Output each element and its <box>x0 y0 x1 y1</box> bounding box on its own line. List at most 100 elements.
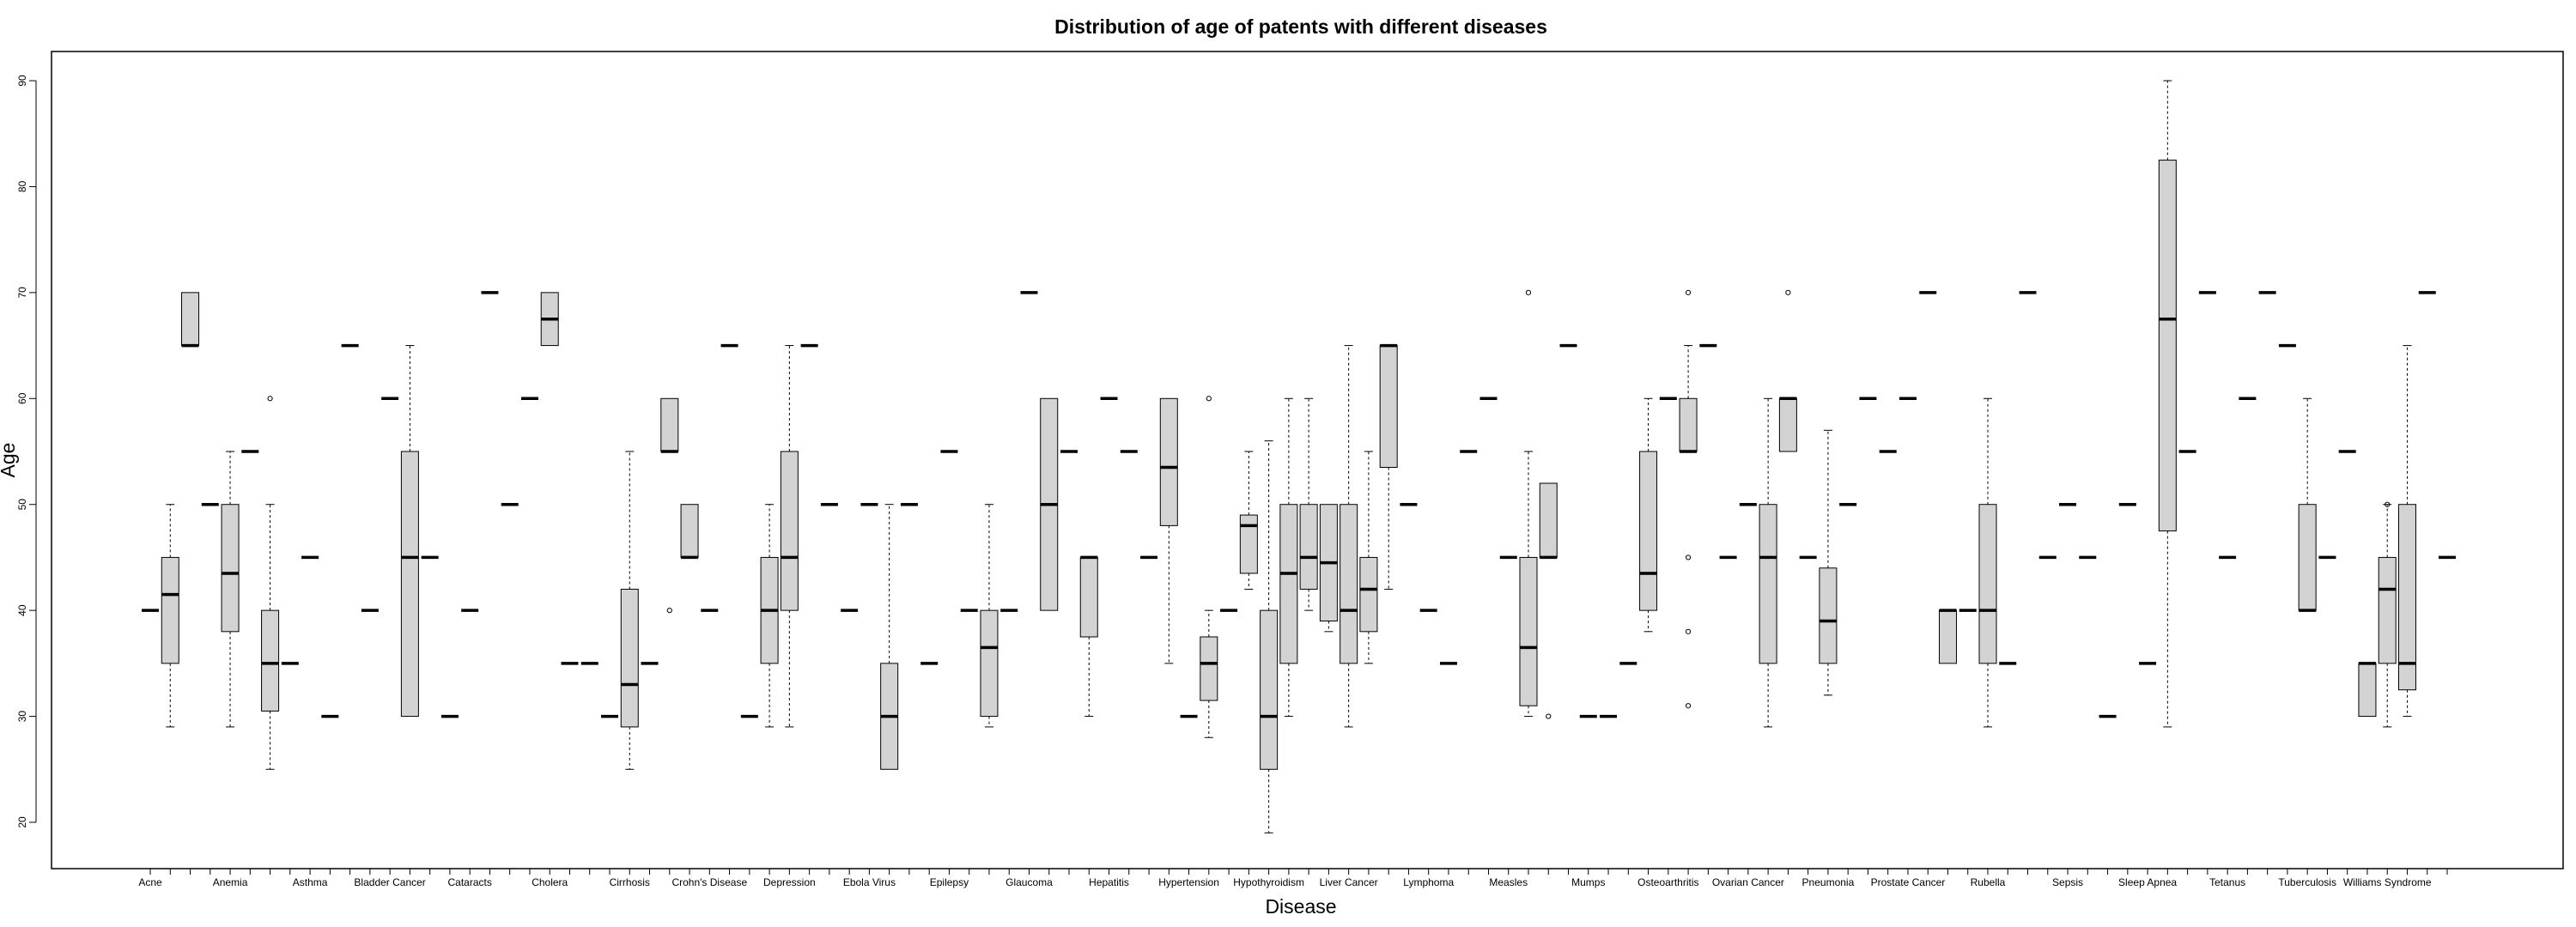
box-iqr <box>400 451 419 718</box>
x-tick-label: Depression <box>763 876 816 888</box>
x-tick-label: Glaucoma <box>1005 876 1053 888</box>
x-tick-label: Epilepsy <box>930 876 969 888</box>
outlier-point <box>1685 703 1692 709</box>
box-92 <box>1978 397 1997 728</box>
box-iqr <box>1340 504 1358 664</box>
x-tick-label: Asthma <box>293 876 328 888</box>
box-iqr <box>2378 556 2397 664</box>
x-tick-label: Anemia <box>213 876 248 888</box>
box-iqr <box>1978 504 1997 664</box>
x-tick-label: Crohn's Disease <box>671 876 747 888</box>
box-108 <box>2298 397 2317 612</box>
box-81 <box>1759 397 1777 728</box>
box-60 <box>1340 345 1358 728</box>
box-iqr <box>161 556 179 664</box>
box-6 <box>261 396 280 770</box>
box-iqr <box>620 588 639 728</box>
x-tick-label: Williams Syndrome <box>2343 876 2432 888</box>
x-tick-label: Lymphoma <box>1403 876 1454 888</box>
box-iqr <box>1260 609 1279 770</box>
x-tick-label: Rubella <box>1971 876 2006 888</box>
box-iqr <box>181 292 200 347</box>
outlier-point <box>1685 289 1692 295</box>
box-70 <box>1539 482 1558 719</box>
box-113 <box>2397 345 2416 718</box>
box-61 <box>1359 451 1378 664</box>
box-series <box>142 80 2456 833</box>
box-32 <box>780 345 799 728</box>
box-45 <box>1040 397 1059 611</box>
outlier-point <box>1525 289 1532 295</box>
y-tick-label: 70 <box>16 287 28 299</box>
x-tick-label: Sepsis <box>2052 876 2083 888</box>
x-tick-label: Ovarian Cancer <box>1712 876 1784 888</box>
box-77 <box>1679 289 1698 709</box>
box-iqr <box>2298 504 2317 611</box>
box-iqr <box>980 609 999 718</box>
x-tick-label: Ebola Virus <box>843 876 896 888</box>
box-90 <box>1938 609 1957 664</box>
outlier-point <box>267 396 273 402</box>
x-tick-label: Prostate Cancer <box>1871 876 1946 888</box>
box-27 <box>680 504 699 560</box>
box-37 <box>880 504 899 770</box>
outlier-point <box>1206 396 1212 402</box>
y-tick-label: 20 <box>16 816 28 828</box>
box-42 <box>980 504 999 728</box>
outlier-point <box>1685 628 1692 634</box>
box-31 <box>760 504 779 728</box>
box-47 <box>1079 555 1098 718</box>
outlier-point <box>1785 289 1791 295</box>
box-iqr <box>2397 504 2416 691</box>
box-iqr <box>1379 345 1398 469</box>
box-51 <box>1159 397 1178 664</box>
box-iqr <box>1938 609 1957 664</box>
outlier-point <box>1546 713 1552 719</box>
y-tick-label: 30 <box>16 711 28 723</box>
x-tick-label: Measles <box>1489 876 1528 888</box>
box-iqr <box>221 504 240 633</box>
box-iqr <box>1759 504 1777 664</box>
box-iqr <box>1819 567 1838 664</box>
box-75 <box>1639 397 1658 633</box>
x-tick-label: Acne <box>138 876 162 888</box>
box-111 <box>2358 662 2377 718</box>
outlier-point <box>1685 554 1692 560</box>
box-iqr <box>1279 504 1298 664</box>
box-iqr <box>1200 636 1218 701</box>
x-tick-label: Mumps <box>1571 876 1605 888</box>
box-iqr <box>1159 397 1178 526</box>
box-56 <box>1260 440 1279 833</box>
x-tick-label: Osteoarthritis <box>1637 876 1698 888</box>
box-iqr <box>2158 160 2177 532</box>
box-iqr <box>1079 556 1098 638</box>
x-tick-label: Bladder Cancer <box>354 876 425 888</box>
y-tick-label: 60 <box>16 392 28 404</box>
box-84 <box>1819 429 1838 696</box>
box-59 <box>1319 504 1338 633</box>
box-57 <box>1279 397 1298 718</box>
box-24 <box>620 451 639 770</box>
box-iqr <box>1679 397 1698 452</box>
box-iqr <box>1359 556 1378 633</box>
x-tick-label: Cataracts <box>447 876 491 888</box>
box-13 <box>400 345 419 718</box>
x-tick-label: Cholera <box>532 876 568 888</box>
box-iqr <box>1639 451 1658 611</box>
box-101 <box>2158 80 2177 728</box>
box-62 <box>1379 343 1398 590</box>
box-69 <box>1519 289 1538 718</box>
box-58 <box>1299 397 1318 611</box>
box-112 <box>2378 501 2397 728</box>
outlier-point <box>2385 501 2391 507</box>
x-axis-title: Disease <box>1265 895 1336 918</box>
x-tick-label: Hypertension <box>1158 876 1219 888</box>
y-tick-label: 50 <box>16 499 28 511</box>
chart-title: Distribution of age of patents with diff… <box>1054 15 1547 38</box>
box-iqr <box>1299 504 1318 590</box>
box-26 <box>660 397 679 614</box>
box-82 <box>1778 289 1797 452</box>
x-tick-label: Pneumonia <box>1802 876 1855 888</box>
